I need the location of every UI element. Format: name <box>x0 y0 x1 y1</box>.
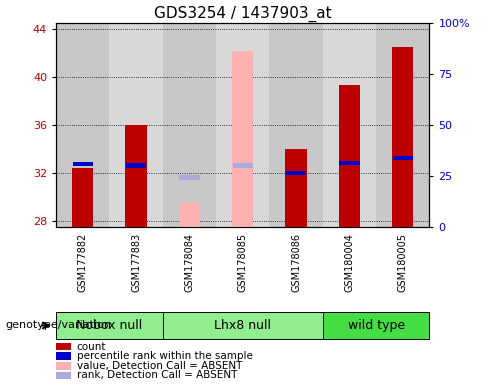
Text: rank, Detection Call = ABSENT: rank, Detection Call = ABSENT <box>77 370 237 381</box>
Bar <box>72 168 94 227</box>
Bar <box>376 23 429 227</box>
Bar <box>233 164 253 167</box>
Bar <box>163 23 216 227</box>
Bar <box>56 312 163 339</box>
Text: genotype/variation: genotype/variation <box>5 320 111 331</box>
Bar <box>323 23 376 227</box>
Text: value, Detection Call = ABSENT: value, Detection Call = ABSENT <box>77 361 242 371</box>
Text: Lhx8 null: Lhx8 null <box>214 319 271 332</box>
Bar <box>73 162 93 166</box>
Bar <box>392 47 413 227</box>
Text: wild type: wild type <box>347 319 405 332</box>
Bar <box>126 164 146 167</box>
Bar <box>339 85 360 227</box>
Bar <box>393 156 413 161</box>
Bar <box>125 125 147 227</box>
Bar <box>216 23 269 227</box>
Title: GDS3254 / 1437903_at: GDS3254 / 1437903_at <box>154 5 331 22</box>
Bar <box>56 353 71 360</box>
Bar <box>56 23 109 227</box>
Text: Nobox null: Nobox null <box>76 319 142 332</box>
Text: percentile rank within the sample: percentile rank within the sample <box>77 351 252 361</box>
Bar <box>323 312 429 339</box>
Bar <box>339 161 360 165</box>
Bar <box>179 175 200 180</box>
Bar <box>56 362 71 369</box>
Bar <box>232 51 253 227</box>
Bar <box>109 23 163 227</box>
Bar <box>56 372 71 379</box>
Bar <box>179 203 200 227</box>
Bar <box>286 170 306 175</box>
Bar <box>269 23 323 227</box>
Bar <box>163 312 323 339</box>
Bar <box>285 149 307 227</box>
Text: count: count <box>77 341 106 352</box>
Bar <box>56 343 71 350</box>
